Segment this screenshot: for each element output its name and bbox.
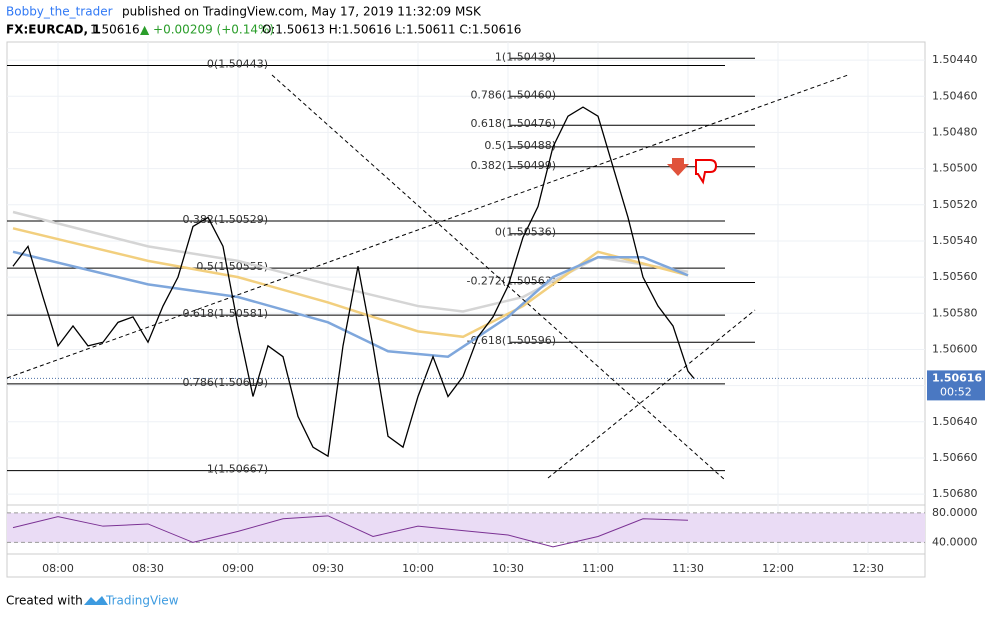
x-tick-label: 12:00 bbox=[762, 562, 794, 575]
price-line bbox=[12, 106, 695, 458]
x-tick-label: 08:30 bbox=[132, 562, 164, 575]
y-tick-label: 1.50460 bbox=[932, 89, 978, 102]
fib-label: -0.272(1.50563) bbox=[466, 275, 556, 288]
fib-label: 1(1.50439) bbox=[495, 50, 556, 63]
y-tick-label: 1.50680 bbox=[932, 487, 978, 500]
x-tick-label: 10:30 bbox=[492, 562, 524, 575]
frame bbox=[6, 41, 926, 578]
thumbs-down-icon bbox=[695, 159, 718, 185]
x-tick-label: 10:00 bbox=[402, 562, 434, 575]
fib-label: 0.786(1.50460) bbox=[470, 88, 556, 101]
rsi-band bbox=[7, 512, 925, 543]
fib-label: 0.618(1.50476) bbox=[470, 117, 556, 130]
trend-line bbox=[547, 309, 756, 479]
trend-line bbox=[6, 74, 849, 379]
last-price-label: 1.50616 bbox=[932, 371, 982, 384]
x-tick-label: 09:00 bbox=[222, 562, 254, 575]
y-tick-label: 1.50640 bbox=[932, 415, 978, 428]
plot: 1.50440 1.50460 1.50480 1.50500 1.50520 1.505… bbox=[7, 42, 985, 575]
y-tick-label: 1.50440 bbox=[932, 53, 978, 66]
published: published on TradingView.com, May 17, 20… bbox=[122, 5, 482, 19]
ohlc: O:1.50613 H:1.50616 L:1.50611 C:1.50616 bbox=[262, 23, 521, 37]
x-tick-label: 11:30 bbox=[672, 562, 704, 575]
footer-created: Created with bbox=[6, 594, 83, 608]
tv-logo bbox=[84, 596, 108, 605]
fib-trend bbox=[271, 74, 726, 481]
rsi-line bbox=[12, 515, 689, 548]
last-price: 1.50616 bbox=[90, 23, 140, 37]
y-tick-label: 1.50500 bbox=[932, 162, 978, 175]
last-price-badge bbox=[927, 370, 985, 401]
fib-label: 0.382(1.50499) bbox=[470, 159, 556, 172]
y-tick-label: 1.50520 bbox=[932, 198, 978, 211]
fib-label: 0(1.50443) bbox=[207, 58, 268, 71]
countdown: 00:52 bbox=[940, 385, 972, 398]
arrow-down-icon bbox=[667, 158, 689, 176]
fib-label: 0.618(1.50581) bbox=[182, 307, 268, 320]
y-tick-label: 1.50600 bbox=[932, 342, 978, 355]
rsi-tick-label: 40.0000 bbox=[932, 535, 978, 548]
y-tick-label: 1.50540 bbox=[932, 234, 978, 247]
price-line bbox=[12, 227, 689, 339]
y-tick-label: 1.50480 bbox=[932, 125, 978, 138]
fib-label: -0.618(1.50596) bbox=[466, 334, 556, 347]
x-tick-label: 09:30 bbox=[312, 562, 344, 575]
y-tick-label: 1.50660 bbox=[932, 451, 978, 464]
y-tick-label: 1.50560 bbox=[932, 270, 978, 283]
rsi-tick-label: 80.0000 bbox=[932, 506, 978, 519]
fib-label: 1(1.50667) bbox=[207, 463, 268, 476]
x-tick-label: 08:00 bbox=[42, 562, 74, 575]
fib-label: 0.5(1.50488) bbox=[484, 139, 556, 152]
symbol: FX:EURCAD, 1 bbox=[6, 23, 101, 37]
fib-label: 0.786(1.50619) bbox=[182, 376, 268, 389]
publisher[interactable]: Bobby_the_trader bbox=[6, 5, 113, 19]
change: ▲ +0.00209 (+0.14%) bbox=[140, 23, 274, 37]
x-tick-label: 12:30 bbox=[852, 562, 884, 575]
x-tick-label: 11:00 bbox=[582, 562, 614, 575]
fib-label: 0.382(1.50529) bbox=[182, 213, 268, 226]
y-tick-label: 1.50580 bbox=[932, 306, 978, 319]
footer-brand[interactable]: TradingView bbox=[105, 594, 179, 608]
price-line bbox=[12, 250, 689, 358]
